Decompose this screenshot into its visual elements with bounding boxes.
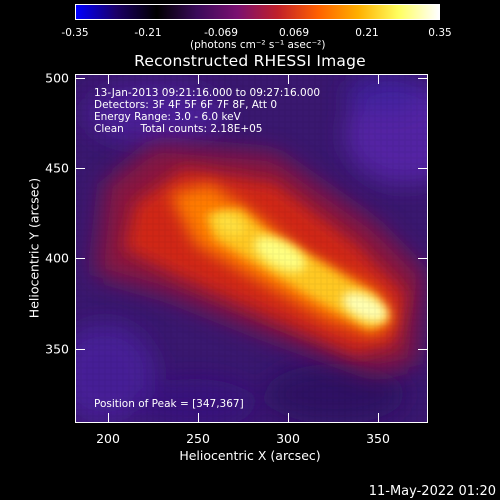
energy-range-annotation: Energy Range: 3.0 - 6.0 keV <box>94 111 241 123</box>
colorbar <box>75 4 440 20</box>
y-axis-title: Heliocentric Y (arcsec) <box>26 177 42 319</box>
time-range-annotation: 13-Jan-2013 09:21:16.000 to 09:27:16.000 <box>94 87 321 99</box>
y-tick-label: 400 <box>45 250 69 266</box>
colorbar-unit-label: (photons cm⁻² s⁻¹ asec⁻²) <box>190 39 326 51</box>
x-axis-title: Heliocentric X (arcsec) <box>179 448 321 463</box>
y-tick-label: 350 <box>45 341 69 357</box>
x-tick-label: 300 <box>276 431 300 446</box>
peak-position-annotation: Position of Peak = [347,367] <box>94 398 244 410</box>
x-tick-label: 250 <box>186 431 210 446</box>
colorbar-tick-label: -0.35 <box>61 27 89 39</box>
x-tick-label: 200 <box>96 431 120 446</box>
colorbar-tick-label: 0.35 <box>428 27 452 39</box>
y-tick-label: 450 <box>45 160 69 176</box>
x-tick-label: 350 <box>366 431 390 446</box>
colorbar-tick-label: 0.069 <box>278 27 310 39</box>
colorbar-tick-label: -0.069 <box>204 27 238 39</box>
colorbar-tick-label: 0.21 <box>355 27 379 39</box>
detectors-annotation: Detectors: 3F 4F 5F 6F 7F 8F, Att 0 <box>94 99 278 111</box>
rhessi-image <box>75 74 428 423</box>
clean-counts-annotation: Clean Total counts: 2.18E+05 <box>94 123 263 135</box>
plot-title: Reconstructed RHESSI Image <box>134 52 366 70</box>
colorbar-tick-label: -0.21 <box>134 27 162 39</box>
y-tick-label: 500 <box>45 70 69 86</box>
timestamp: 11-May-2022 01:20 <box>368 484 496 499</box>
